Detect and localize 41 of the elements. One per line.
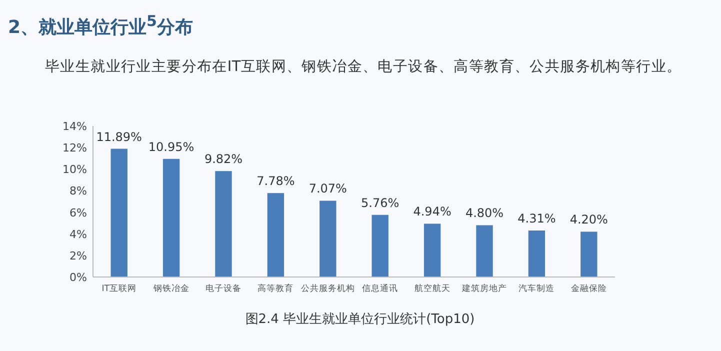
bar xyxy=(372,214,388,277)
data-label: 7.78% xyxy=(256,174,295,188)
x-tick-label: 信息通讯 xyxy=(362,283,398,294)
chart-subtitle: 毕业生就业行业主要分布在IT互联网、钢铁冶金、电子设备、高等教育、公共服务机构等行业。 xyxy=(44,58,683,77)
y-tick-label: 10% xyxy=(62,163,87,176)
data-label: 4.94% xyxy=(413,204,452,219)
y-tick-label: 8% xyxy=(70,184,87,198)
data-label: 4.31% xyxy=(518,212,556,226)
y-tick-label: 2% xyxy=(70,249,87,262)
data-label: 5.76% xyxy=(361,196,400,210)
x-tick-label: 公共服务机构 xyxy=(300,283,355,294)
x-tick-label: 电子设备 xyxy=(206,283,242,294)
bar xyxy=(215,171,232,277)
x-tick-label: IT互联网 xyxy=(102,283,136,294)
data-label: 4.80% xyxy=(465,206,504,220)
y-tick-label: 0% xyxy=(70,271,87,284)
data-label: 9.82% xyxy=(204,152,243,166)
x-tick-label: 建筑房地产 xyxy=(461,283,507,294)
data-label: 7.07% xyxy=(308,182,347,196)
y-tick-label: 12% xyxy=(62,142,87,155)
chart-title: 2、就业单位行业$^{5}$分布 xyxy=(8,12,193,39)
data-label: 10.95% xyxy=(148,140,194,154)
bar xyxy=(267,193,284,277)
bar xyxy=(424,224,441,277)
y-tick-label: 14% xyxy=(62,120,87,133)
bar xyxy=(580,232,598,277)
x-tick-label: 汽车制造 xyxy=(518,283,555,294)
data-label: 4.20% xyxy=(570,212,608,227)
x-tick-label: 钢铁冶金 xyxy=(152,283,190,294)
bar xyxy=(476,225,493,277)
bar xyxy=(110,148,128,277)
x-tick-label: 高等教育 xyxy=(258,283,294,294)
bar xyxy=(162,158,180,277)
y-tick-label: 4% xyxy=(70,228,87,241)
y-tick-label: 6% xyxy=(70,206,87,220)
data-label: 11.89% xyxy=(96,130,142,144)
x-tick-label: 航空航天 xyxy=(414,283,450,294)
caption: 图2.4 毕业生就业单位行业统计(Top10) xyxy=(245,312,475,327)
bar xyxy=(528,230,546,277)
bar xyxy=(320,200,336,277)
x-tick-label: 金融保险 xyxy=(570,283,607,294)
